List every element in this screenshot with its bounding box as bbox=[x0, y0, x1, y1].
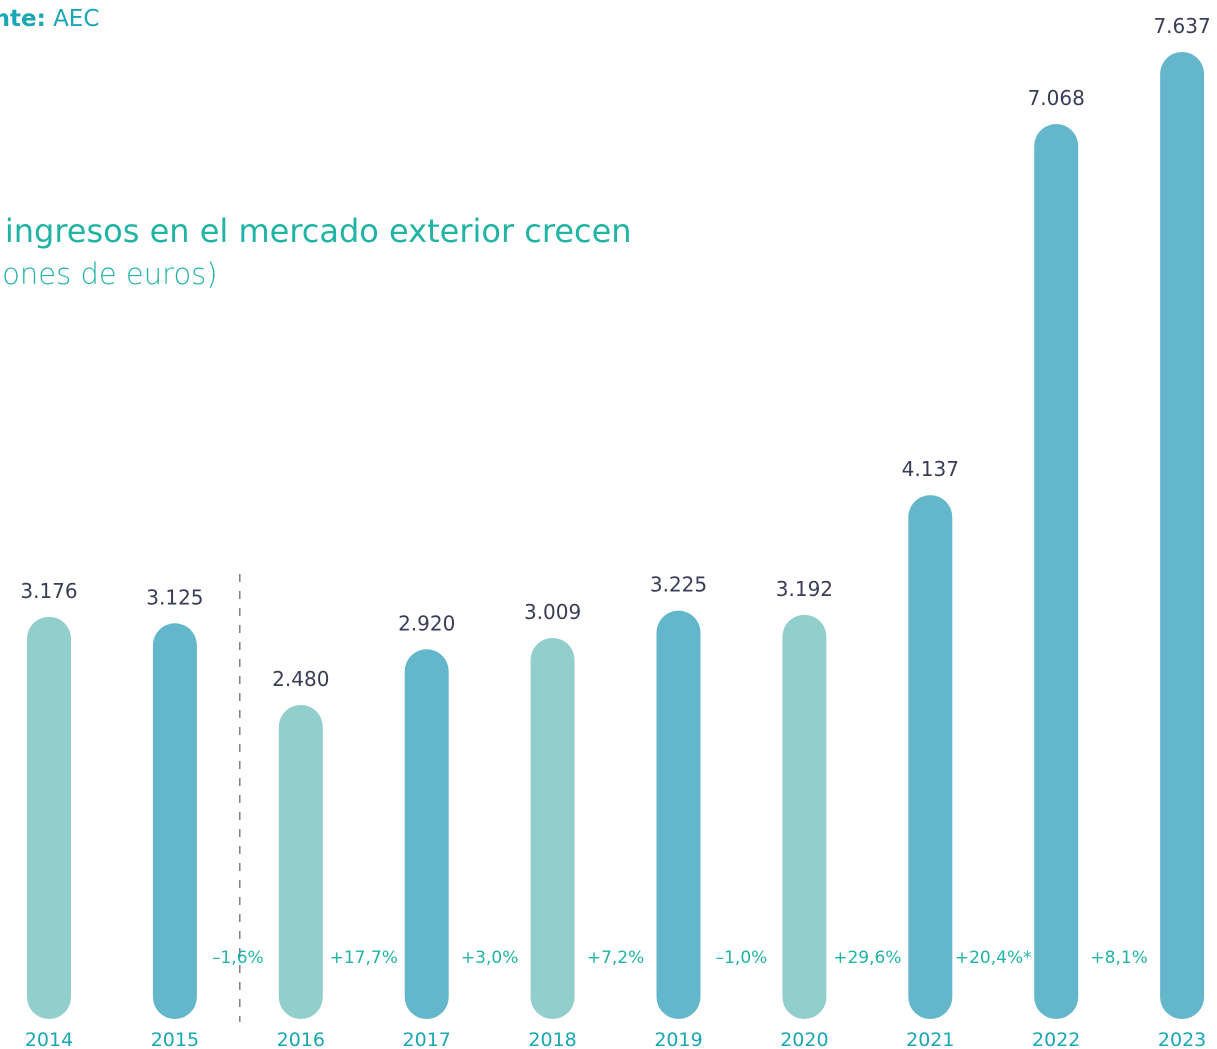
bar-2016 bbox=[278, 704, 323, 1019]
change-label-2022: +20,4%* bbox=[955, 948, 1032, 968]
source-note: ente: AEC bbox=[0, 6, 99, 32]
change-label-2021: +29,6% bbox=[833, 948, 901, 968]
year-label-2020: 2020 bbox=[780, 1029, 828, 1049]
bar-2022 bbox=[1034, 124, 1079, 1020]
value-label-2015: 3.125 bbox=[146, 585, 203, 609]
bar-2019 bbox=[656, 610, 701, 1019]
bar-2021 bbox=[908, 495, 953, 1020]
value-label-2017: 2.920 bbox=[398, 611, 455, 635]
bar-2018 bbox=[530, 637, 575, 1019]
change-label-2016: –1,6% bbox=[212, 948, 264, 968]
value-label-2014: 3.176 bbox=[20, 579, 77, 603]
value-label-2021: 4.137 bbox=[902, 457, 959, 481]
change-label-2018: +3,0% bbox=[461, 948, 518, 968]
year-label-2022: 2022 bbox=[1032, 1029, 1080, 1049]
bar-2017 bbox=[404, 649, 449, 1019]
year-label-2017: 2017 bbox=[403, 1029, 451, 1049]
year-label-2023: 2023 bbox=[1158, 1029, 1206, 1049]
chart-title: s ingresos en el mercado exterior crecen bbox=[0, 212, 632, 250]
source-label: ente: bbox=[0, 6, 46, 32]
value-label-2020: 3.192 bbox=[776, 577, 833, 601]
value-label-2022: 7.068 bbox=[1028, 86, 1085, 110]
change-label-2020: –1,0% bbox=[716, 948, 768, 968]
source-value: AEC bbox=[53, 6, 100, 32]
year-label-2014: 2014 bbox=[25, 1029, 73, 1049]
year-label-2015: 2015 bbox=[151, 1029, 199, 1049]
change-label-2019: +7,2% bbox=[587, 948, 644, 968]
year-label-2016: 2016 bbox=[277, 1029, 325, 1049]
year-label-2019: 2019 bbox=[654, 1029, 702, 1049]
bar-2023 bbox=[1160, 52, 1205, 1019]
bar-2020 bbox=[782, 614, 827, 1019]
value-label-2023: 7.637 bbox=[1153, 14, 1210, 38]
bar-2014 bbox=[27, 616, 71, 1019]
value-label-2018: 3.009 bbox=[524, 600, 581, 624]
year-label-2021: 2021 bbox=[906, 1029, 954, 1049]
chart-subtitle: illones de euros) bbox=[0, 257, 218, 291]
bar-2015 bbox=[152, 623, 197, 1019]
value-label-2019: 3.225 bbox=[650, 573, 707, 597]
change-label-2017: +17,7% bbox=[330, 948, 398, 968]
year-label-2018: 2018 bbox=[528, 1029, 576, 1049]
change-label-2023: +8,1% bbox=[1090, 948, 1147, 968]
value-label-2016: 2.480 bbox=[272, 667, 329, 691]
